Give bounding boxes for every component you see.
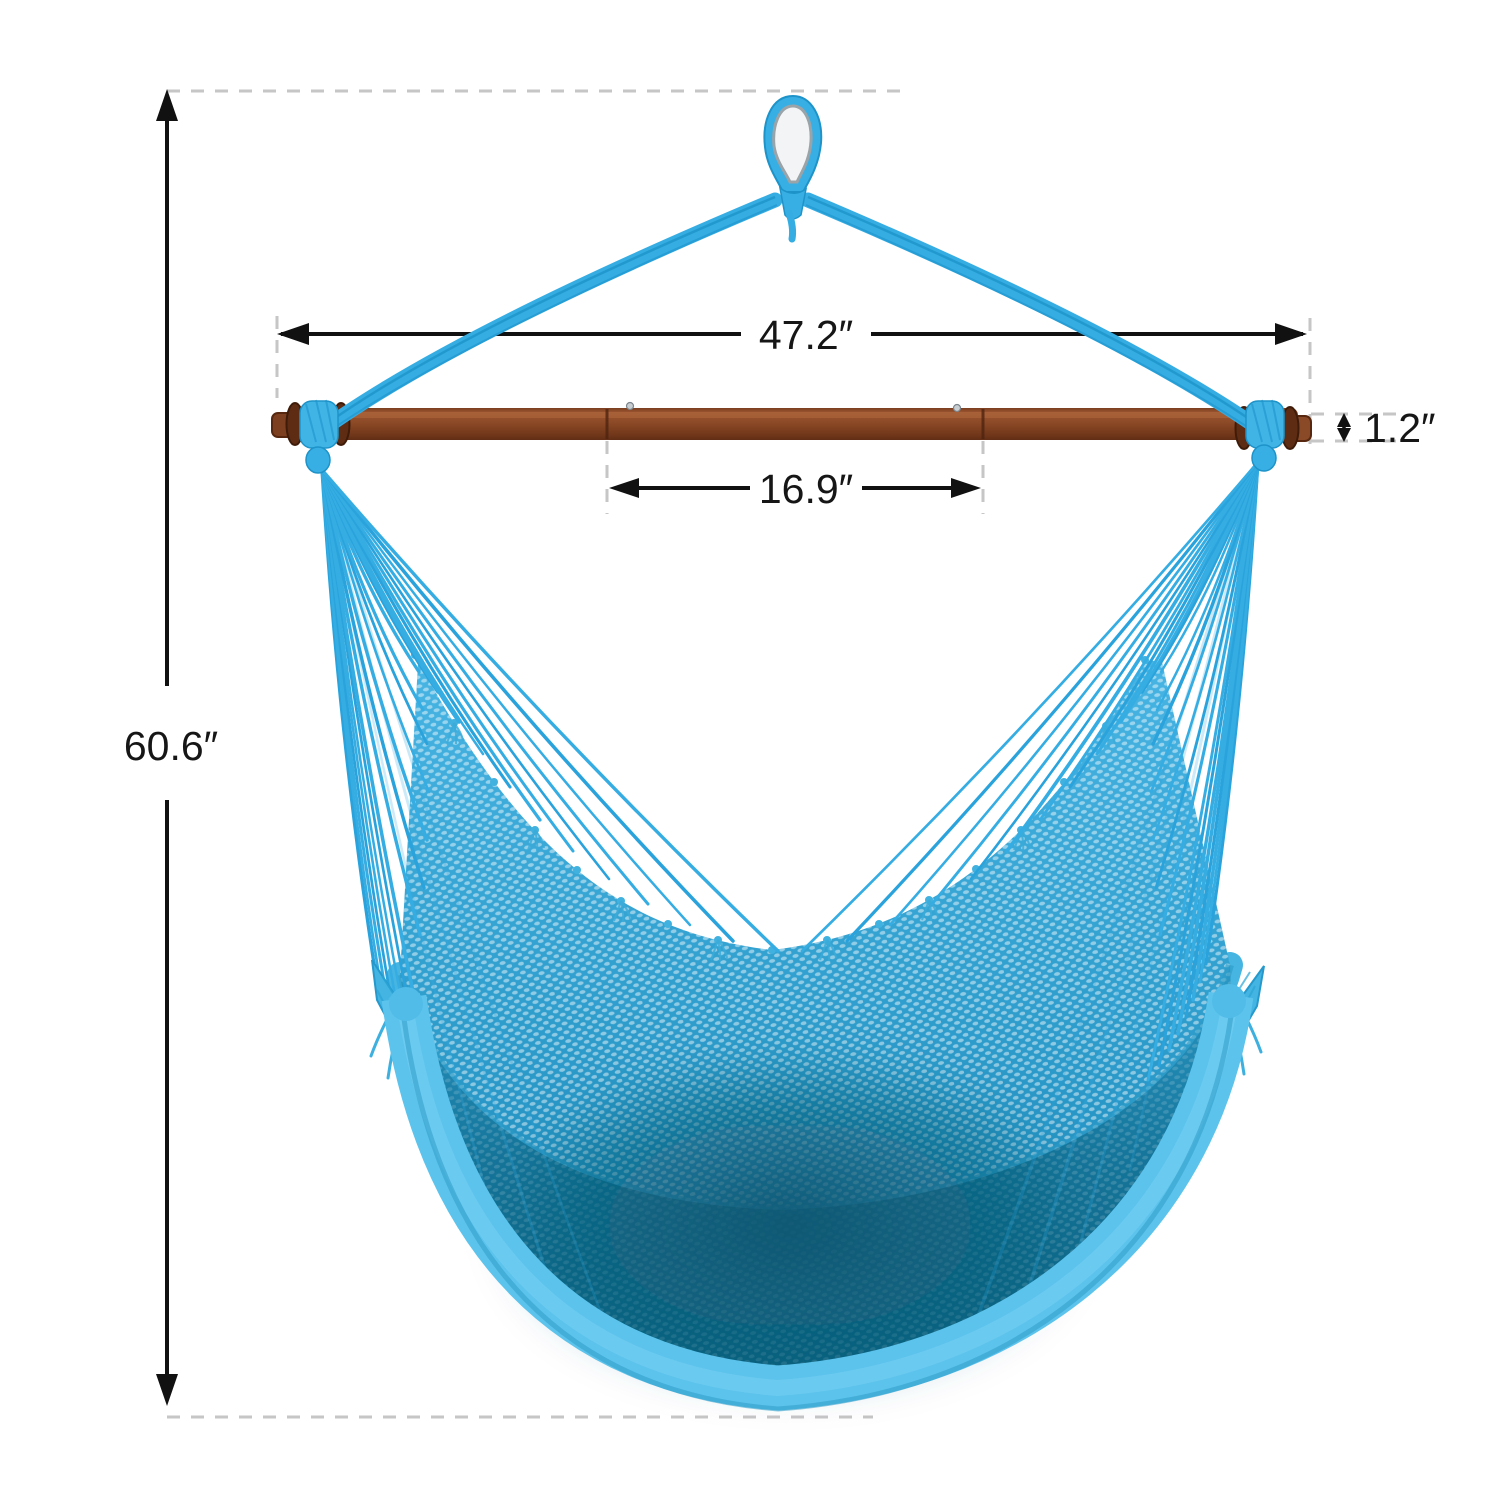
svg-text:47.2″: 47.2″: [759, 312, 853, 358]
svg-text:60.6″: 60.6″: [124, 723, 218, 769]
svg-text:16.9″: 16.9″: [759, 466, 853, 512]
svg-text:1.2″: 1.2″: [1364, 405, 1436, 451]
